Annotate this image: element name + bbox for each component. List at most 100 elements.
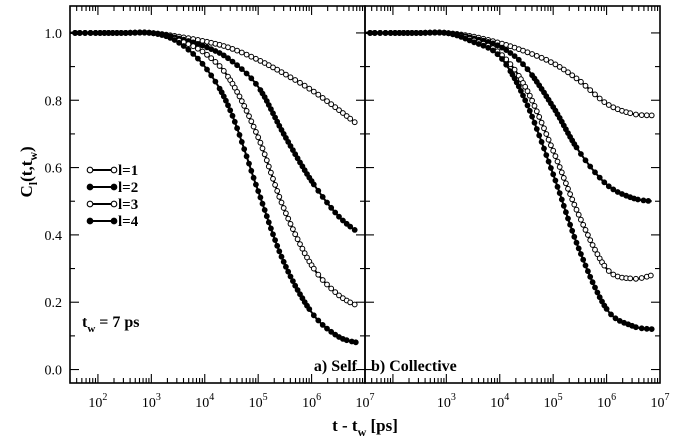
legend-marker [110, 183, 118, 191]
data-point [601, 179, 608, 186]
data-point [199, 48, 206, 55]
data-point [351, 119, 358, 126]
data-point [265, 163, 272, 170]
panel-a: 102 103 104 105 106 107 0.0 0.2 0.4 0.6 0.8 1.0 a) S… [17, 5, 375, 411]
panel-label-a: a) Self [314, 358, 358, 375]
data-point [556, 64, 563, 70]
data-point [536, 114, 543, 120]
data-point [643, 325, 650, 332]
data-point [592, 246, 598, 253]
data-point [503, 61, 510, 68]
data-point [261, 151, 268, 158]
data-point [294, 236, 301, 243]
data-point [287, 74, 294, 81]
data-point [190, 51, 197, 57]
data-point [324, 199, 330, 206]
data-point [87, 30, 94, 36]
data-point [231, 118, 238, 125]
data-point [285, 268, 292, 275]
x-tick-label: 105 [544, 392, 563, 411]
x-tick-label: 103 [437, 392, 456, 411]
data-point [596, 174, 603, 181]
data-point [274, 188, 281, 194]
data-point [241, 146, 248, 153]
data-point [543, 152, 550, 159]
data-point [610, 186, 617, 193]
data-point [605, 183, 612, 190]
data-point [283, 210, 289, 217]
data-point [225, 55, 231, 62]
data-point [199, 38, 206, 44]
data-point [526, 107, 533, 114]
x-tick-label: 107 [651, 392, 670, 411]
data-point [332, 104, 339, 111]
data-point [582, 82, 589, 89]
y-tick-label: 0.6 [45, 162, 63, 177]
data-point [310, 181, 317, 188]
data-point [185, 46, 192, 53]
data-point [571, 233, 578, 240]
data-point [328, 328, 335, 335]
legend-label: l=1 [118, 163, 138, 179]
data-point [563, 180, 569, 187]
data-point [552, 61, 559, 68]
plot-frame-b [364, 5, 661, 384]
data-point [274, 242, 281, 249]
data-point [283, 263, 289, 270]
data-point [238, 49, 245, 56]
data-point [236, 93, 243, 100]
data-point [565, 215, 571, 222]
data-point [533, 53, 540, 59]
data-point [212, 59, 219, 65]
data-point [236, 132, 243, 138]
data-point [485, 44, 492, 51]
data-point [319, 277, 326, 283]
data-point [578, 251, 584, 257]
x-tick-label: 107 [356, 392, 375, 411]
data-point [475, 41, 482, 47]
data-point [272, 182, 279, 188]
legend-label: l=2 [118, 180, 138, 196]
series-b-l=2 [365, 29, 652, 204]
data-point [417, 30, 424, 36]
x-tick-label: 102 [88, 392, 107, 411]
data-point [592, 91, 598, 98]
data-point [567, 191, 573, 198]
data-point [603, 306, 610, 312]
data-point [529, 97, 535, 104]
data-point [246, 113, 252, 119]
data-point [556, 164, 563, 170]
data-point [229, 58, 236, 65]
data-point [543, 56, 550, 63]
data-point [253, 55, 259, 62]
data-point [127, 29, 134, 36]
data-point [340, 217, 346, 224]
data-point [241, 103, 248, 109]
data-point [324, 281, 330, 288]
data-point [265, 219, 272, 226]
y-tick-label: 1.0 [45, 27, 63, 42]
data-point [589, 242, 596, 248]
data-point [227, 107, 234, 114]
data-point [647, 272, 654, 279]
data-point [563, 209, 569, 216]
data-point [290, 226, 296, 233]
data-point [301, 250, 308, 257]
data-point [243, 51, 250, 58]
data-point [208, 72, 215, 79]
data-point [315, 317, 322, 324]
data-point [280, 258, 287, 265]
data-point [524, 49, 531, 56]
legend-label: l=3 [118, 197, 138, 213]
data-point [285, 215, 292, 222]
data-point [280, 205, 287, 211]
data-point [608, 311, 614, 318]
data-point [499, 44, 505, 51]
data-point [257, 194, 264, 201]
data-point [263, 213, 270, 220]
data-point [585, 268, 591, 275]
data-point [272, 237, 279, 244]
data-point [216, 63, 223, 69]
data-point [248, 53, 255, 60]
data-point [538, 54, 545, 61]
